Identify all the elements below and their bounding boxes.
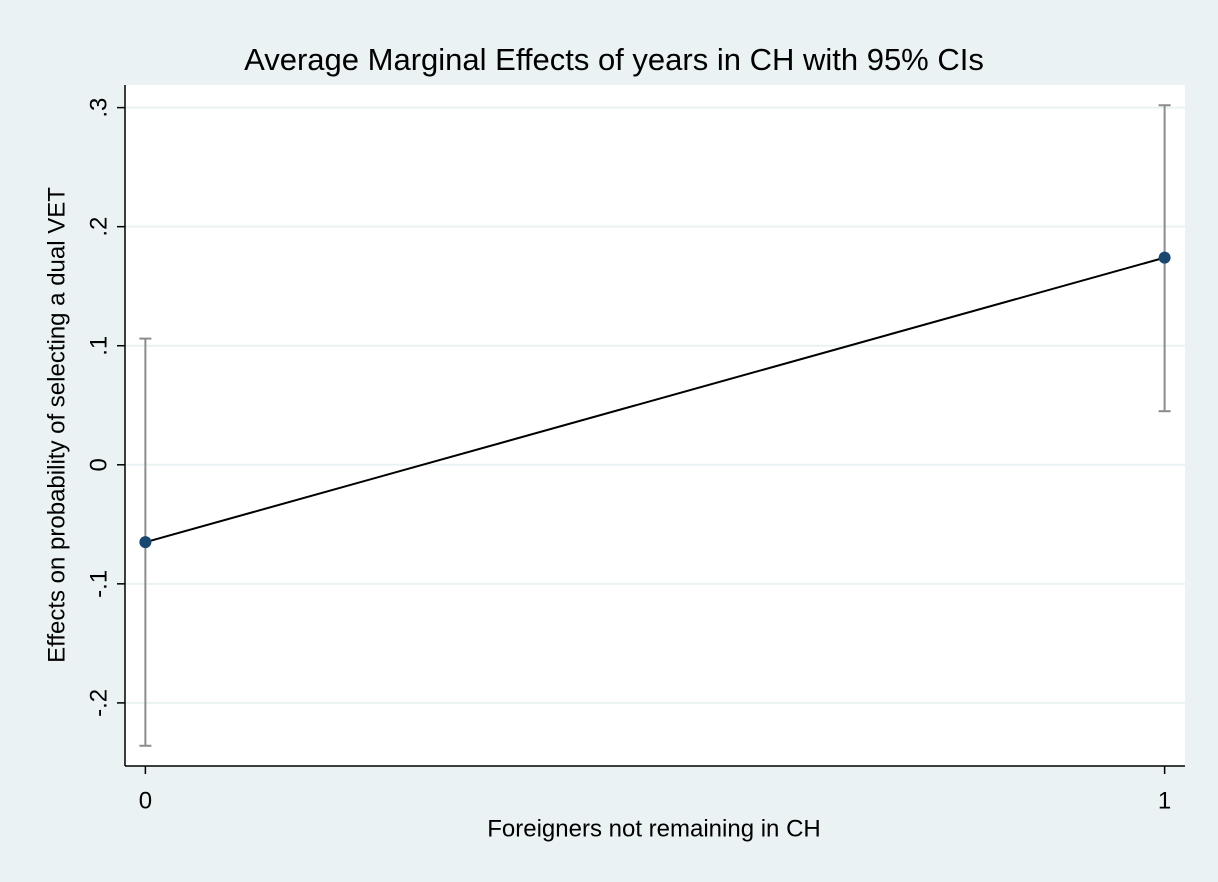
x-axis-label: Foreigners not remaining in CH <box>487 815 820 842</box>
y-tick-label: .3 <box>85 98 112 118</box>
y-tick-label: .2 <box>85 217 112 237</box>
line <box>145 256 1165 544</box>
y-tick-label: -.1 <box>85 570 112 598</box>
x-tick-label: 0 <box>139 787 152 814</box>
marker <box>139 536 152 549</box>
y-tick-label: -.2 <box>85 689 112 717</box>
plot-area <box>125 85 1185 766</box>
y-tick-label: 0 <box>85 458 112 471</box>
y-axis-label: Effects on probability of selecting a du… <box>43 187 70 663</box>
marker <box>1158 251 1171 264</box>
x-tick-label: 1 <box>1158 787 1171 814</box>
chart-title: Average Marginal Effects of years in CH … <box>244 42 984 77</box>
y-tick-label: .1 <box>85 336 112 356</box>
